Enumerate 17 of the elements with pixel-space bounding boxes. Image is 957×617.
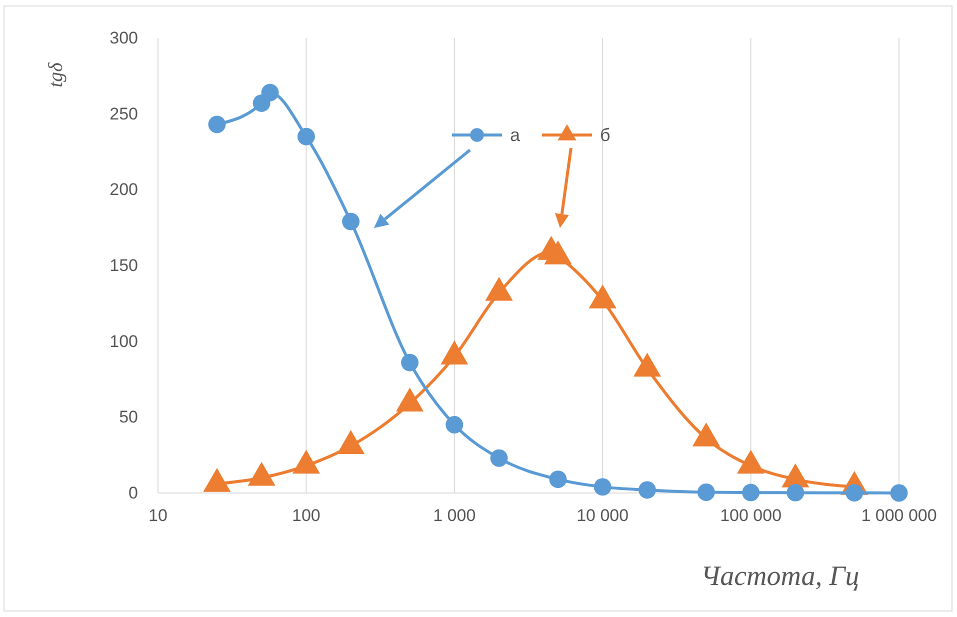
y-axis-title: tgδ bbox=[45, 62, 67, 88]
legend-label: б bbox=[600, 125, 610, 145]
x-tick-label: 10 bbox=[148, 506, 168, 526]
legend-label: а bbox=[510, 125, 521, 145]
x-tick-label: 1 000 bbox=[433, 506, 476, 526]
x-tick-label: 100 bbox=[292, 506, 320, 526]
y-tick-label: 150 bbox=[110, 256, 138, 275]
x-tick-label: 10 000 bbox=[576, 506, 629, 526]
x-tick-label: 100 000 bbox=[720, 506, 782, 526]
x-tick-label: 1 000 000 bbox=[861, 506, 937, 526]
y-tick-label: 100 bbox=[110, 332, 138, 351]
x-axis-title: Частота, Гц bbox=[700, 561, 860, 592]
y-tick-label: 0 bbox=[128, 483, 138, 502]
y-tick-label: 250 bbox=[110, 104, 138, 124]
y-tick-label: 200 bbox=[110, 180, 138, 200]
y-tick-label: 300 bbox=[110, 28, 138, 48]
y-tick-label: 50 bbox=[119, 408, 138, 427]
